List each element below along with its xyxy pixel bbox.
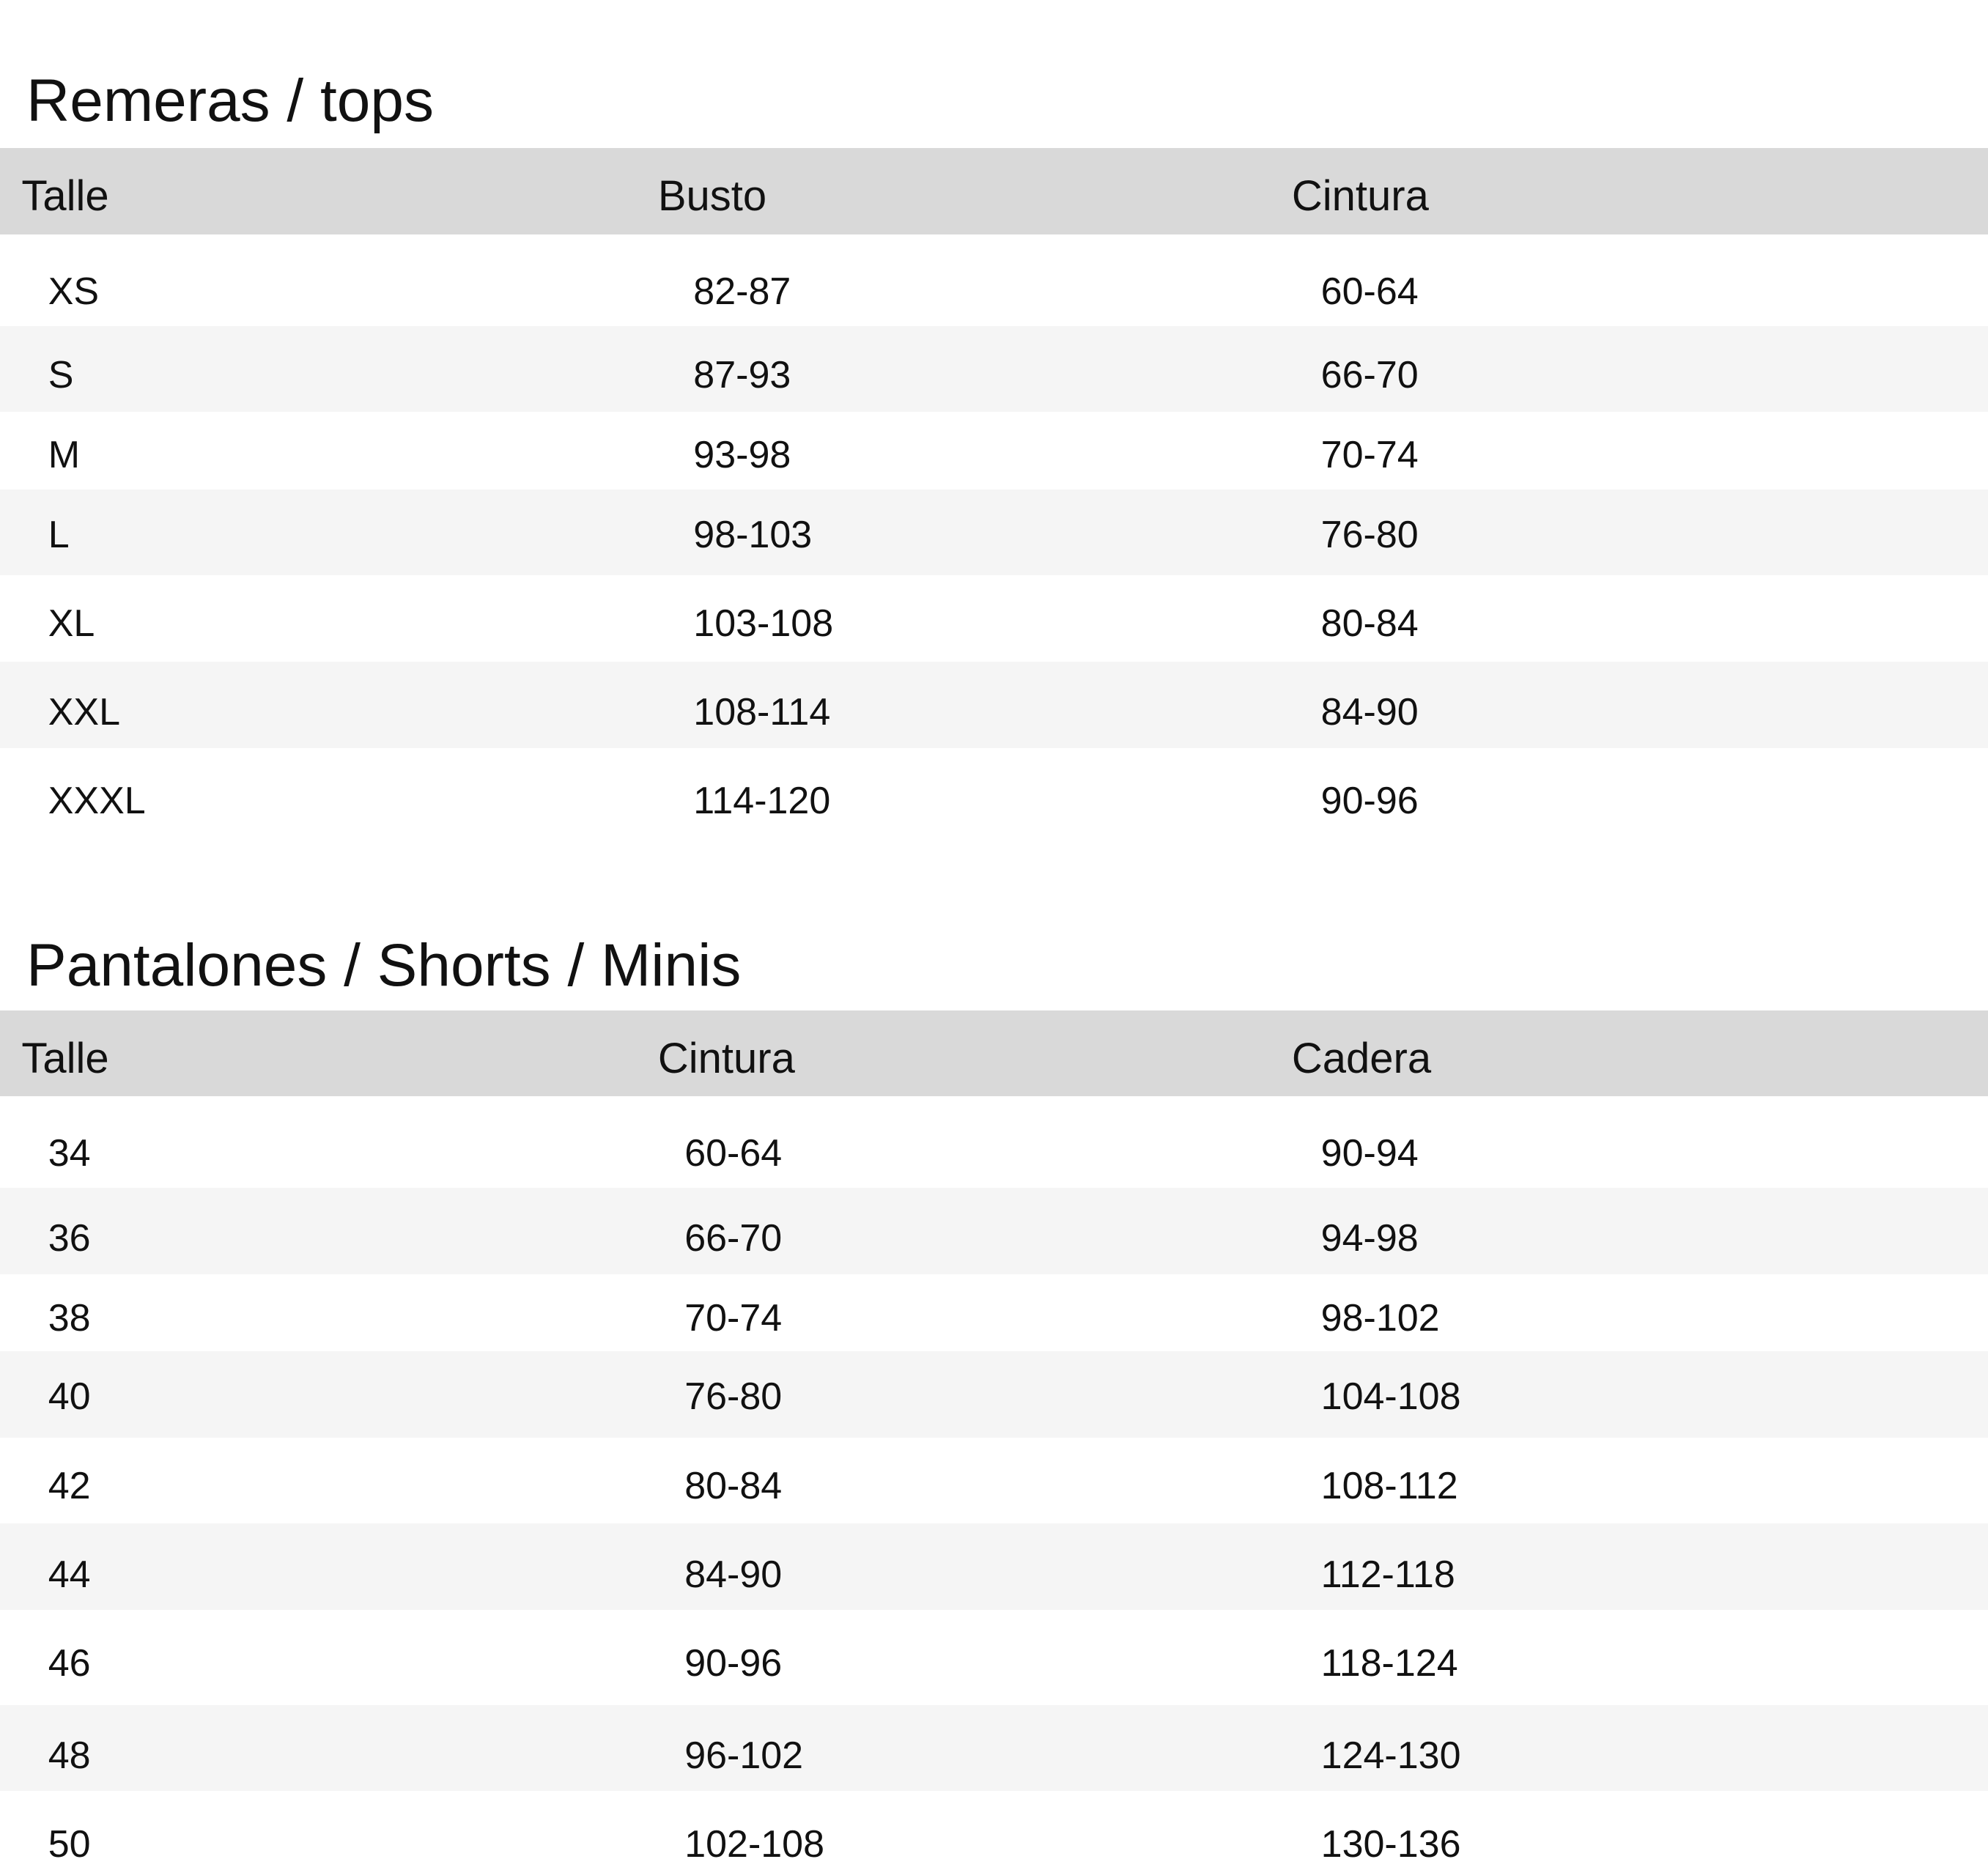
table-cell: 94-98	[1320, 1217, 1419, 1260]
table-cell: 96-102	[684, 1734, 804, 1778]
table-cell: 98-103	[693, 514, 813, 557]
table-cell: 42	[48, 1464, 91, 1507]
row-stripe	[0, 662, 1988, 748]
table-header	[0, 148, 1988, 235]
table-cell: 80-84	[684, 1464, 783, 1507]
table-cell: 34	[48, 1132, 91, 1175]
column-header: Cadera	[1291, 1034, 1432, 1082]
column-header: Talle	[21, 172, 109, 221]
section-title: Pantalones / Shorts / Minis	[26, 932, 742, 999]
table-cell: 87-93	[693, 354, 791, 397]
table-cell: 76-80	[1320, 514, 1419, 557]
table-cell: 84-90	[1320, 691, 1419, 734]
table-cell: 76-80	[684, 1375, 783, 1419]
table-cell: 48	[48, 1734, 91, 1778]
table-cell: XL	[48, 602, 95, 646]
table-cell: 124-130	[1320, 1734, 1461, 1778]
row-stripe	[0, 1351, 1988, 1438]
row-stripe	[0, 325, 1988, 413]
row-stripe	[0, 1188, 1988, 1274]
table-cell: 46	[48, 1641, 91, 1685]
table-cell: 82-87	[693, 270, 791, 313]
table-cell: 90-96	[1320, 780, 1419, 823]
table-cell: 108-114	[693, 691, 831, 734]
table-cell: 38	[48, 1297, 91, 1340]
table-cell: XXXL	[48, 780, 146, 823]
column-header: Talle	[21, 1034, 109, 1082]
column-header: Busto	[657, 172, 767, 221]
table-cell: 66-70	[684, 1217, 783, 1260]
table-cell: 60-64	[684, 1132, 783, 1175]
table-cell: 130-136	[1320, 1823, 1461, 1866]
section-title: Remeras / tops	[26, 67, 434, 135]
table-cell: 50	[48, 1823, 91, 1866]
table-cell: 102-108	[684, 1823, 825, 1866]
row-stripe	[0, 1523, 1988, 1611]
column-header: Cintura	[657, 1034, 795, 1082]
table-cell: 70-74	[1320, 434, 1419, 477]
table-cell: 84-90	[684, 1553, 783, 1596]
table-cell: 112-118	[1320, 1553, 1455, 1596]
table-cell: 93-98	[693, 434, 791, 477]
table-cell: 118-124	[1320, 1641, 1458, 1685]
table-cell: 44	[48, 1553, 91, 1596]
table-header	[0, 1010, 1988, 1097]
column-header: Cintura	[1291, 172, 1429, 221]
table-cell: 70-74	[684, 1297, 783, 1340]
table-cell: 103-108	[693, 602, 834, 646]
table-cell: 90-94	[1320, 1132, 1419, 1175]
row-stripe	[0, 1704, 1988, 1792]
table-cell: XS	[48, 270, 100, 313]
table-cell: 90-96	[684, 1641, 783, 1685]
table-cell: L	[48, 514, 70, 557]
table-cell: 40	[48, 1375, 91, 1419]
row-stripe	[0, 489, 1988, 576]
table-cell: S	[48, 354, 74, 397]
table-cell: XXL	[48, 691, 121, 734]
table-cell: 114-120	[693, 780, 831, 823]
table-cell: 108-112	[1320, 1464, 1458, 1507]
table-cell: 66-70	[1320, 354, 1419, 397]
table-cell: 104-108	[1320, 1375, 1461, 1419]
table-cell: 36	[48, 1217, 91, 1260]
table-cell: 98-102	[1320, 1297, 1440, 1340]
table-cell: M	[48, 434, 81, 477]
table-cell: 60-64	[1320, 270, 1419, 313]
table-cell: 80-84	[1320, 602, 1419, 646]
